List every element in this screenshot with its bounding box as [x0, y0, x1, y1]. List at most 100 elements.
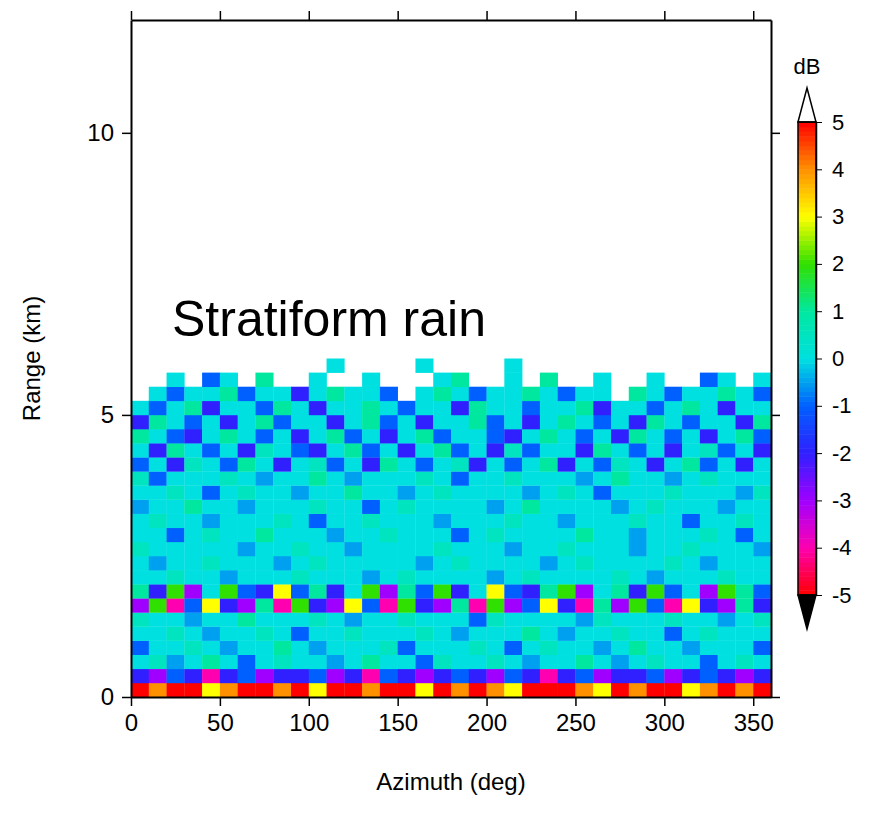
heat-cell — [220, 641, 238, 655]
heat-cell — [167, 373, 185, 387]
heat-cell — [220, 598, 238, 612]
tick: 5 — [101, 401, 131, 428]
heat-cell — [647, 683, 665, 697]
heat-cell — [575, 429, 593, 443]
heat-cell — [380, 500, 398, 514]
heat-cell — [522, 570, 540, 584]
heat-cell — [415, 556, 433, 570]
heat-cell — [575, 626, 593, 640]
colorbar-swatch — [798, 321, 816, 326]
heat-cell — [131, 556, 149, 570]
heat-cell — [664, 683, 682, 697]
heat-cell — [255, 443, 273, 457]
heat-cell — [309, 570, 327, 584]
heat-cell — [753, 669, 771, 683]
heat-cell — [735, 443, 753, 457]
heat-cell — [593, 471, 611, 485]
heat-cell — [184, 457, 202, 471]
heat-cell — [344, 584, 362, 598]
heat-cell — [469, 443, 487, 457]
heat-cell — [522, 612, 540, 626]
heat-cell — [469, 683, 487, 697]
heat-cell — [700, 556, 718, 570]
heat-cell — [167, 542, 185, 556]
heat-cell — [718, 570, 736, 584]
heat-cell — [149, 485, 167, 499]
heat-cell — [682, 570, 700, 584]
heat-cell — [149, 612, 167, 626]
heat-cell — [255, 514, 273, 528]
heat-cell — [344, 528, 362, 542]
heat-cell — [451, 556, 469, 570]
heat-cell — [131, 598, 149, 612]
heat-cell — [664, 415, 682, 429]
heat-cell — [700, 500, 718, 514]
heat-cell — [718, 429, 736, 443]
heat-cell — [753, 683, 771, 697]
heat-cell — [380, 612, 398, 626]
heat-cell — [362, 528, 380, 542]
heat-cell — [647, 669, 665, 683]
tick-mark — [816, 453, 822, 454]
tick-mark — [122, 415, 131, 417]
colorbar-swatch — [798, 174, 816, 179]
tick — [771, 133, 780, 134]
heat-cell — [522, 641, 540, 655]
heat-cell — [362, 683, 380, 697]
tick-label: 10 — [87, 119, 114, 146]
heat-cell — [327, 401, 345, 415]
heat-cell — [344, 556, 362, 570]
heat-cell — [611, 584, 629, 598]
heat-cell — [451, 429, 469, 443]
colorbar-swatch — [798, 325, 816, 330]
heat-cell — [167, 401, 185, 415]
heat-cell — [327, 598, 345, 612]
heat-cell — [398, 626, 416, 640]
heat-cell — [451, 471, 469, 485]
colorbar-swatch — [798, 311, 816, 316]
heat-cell — [540, 626, 558, 640]
heat-cell — [362, 584, 380, 598]
tick-label: 350 — [734, 709, 774, 736]
heat-cell — [682, 641, 700, 655]
heat-cell — [522, 528, 540, 542]
heat-cell — [664, 570, 682, 584]
heat-cell — [593, 584, 611, 598]
heat-cell — [273, 528, 291, 542]
heat-cell — [184, 415, 202, 429]
heat-cell — [184, 485, 202, 499]
heat-cell — [344, 598, 362, 612]
heat-cell — [433, 415, 451, 429]
tick-mark — [753, 11, 755, 20]
heat-cell — [327, 471, 345, 485]
heat-cell — [273, 415, 291, 429]
heat-cell — [469, 641, 487, 655]
heat-cell — [433, 429, 451, 443]
heat-cell — [167, 584, 185, 598]
colorbar-swatch — [798, 188, 816, 193]
heat-cell — [682, 598, 700, 612]
heat-cell — [753, 556, 771, 570]
colorbar-swatch — [798, 519, 816, 524]
heat-cell — [469, 500, 487, 514]
heat-cell — [380, 570, 398, 584]
colorbar-swatch — [798, 524, 816, 529]
heat-cell — [487, 669, 505, 683]
tick — [220, 11, 221, 20]
heat-cell — [149, 528, 167, 542]
heat-cell — [291, 471, 309, 485]
heat-cell — [682, 500, 700, 514]
tick: 2 — [816, 251, 844, 276]
heat-cell — [380, 598, 398, 612]
heat-cell — [735, 584, 753, 598]
colorbar-swatch — [798, 467, 816, 472]
heat-cell — [415, 401, 433, 415]
heat-cell — [682, 401, 700, 415]
heat-cell — [433, 584, 451, 598]
heat-cell — [273, 612, 291, 626]
heat-cell — [504, 669, 522, 683]
heat-cell — [469, 669, 487, 683]
heat-cell — [593, 570, 611, 584]
heat-cell — [380, 401, 398, 415]
heat-cell — [131, 401, 149, 415]
